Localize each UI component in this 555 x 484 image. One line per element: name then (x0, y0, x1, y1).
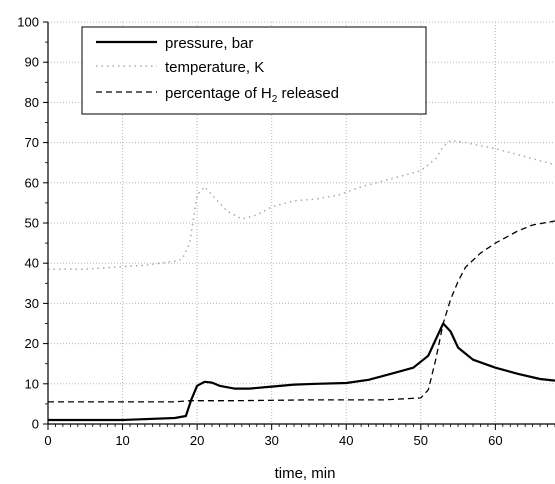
y-tick-label: 0 (32, 417, 39, 432)
legend-label-temperature: temperature, K (165, 59, 264, 76)
y-tick-label: 90 (25, 55, 39, 70)
y-tick-label: 70 (25, 135, 39, 150)
x-tick-label: 20 (190, 433, 204, 448)
legend-label-h2-prefix: percentage of H (165, 85, 272, 102)
legend-label-h2-suffix: released (277, 85, 339, 102)
legend-label-h2-subscript: 2 (272, 94, 278, 105)
x-tick-label: 50 (414, 433, 428, 448)
legend-label-h2: percentage of H2 released (165, 85, 339, 105)
legend-label-pressure: pressure, bar (165, 35, 253, 52)
series-line-h2-released (48, 220, 555, 403)
y-tick-label: 80 (25, 95, 39, 110)
x-tick-label: 30 (264, 433, 278, 448)
y-tick-label: 20 (25, 336, 39, 351)
x-tick-label: 60 (488, 433, 502, 448)
tick-labels: 0 10 20 30 40 50 60 0 10 20 30 40 50 60 70 80 90 100 (17, 15, 502, 449)
y-tick-label: 100 (17, 15, 39, 30)
y-tick-label: 50 (25, 216, 39, 231)
legend: pressure, bar temperature, K percentage … (81, 26, 427, 115)
series-line-pressure (48, 322, 555, 422)
x-axis-label: time, min (275, 465, 336, 482)
y-tick-label: 30 (25, 296, 39, 311)
x-tick-label: 40 (339, 433, 353, 448)
series-layer (48, 139, 555, 422)
y-tick-label: 10 (25, 376, 39, 391)
x-tick-label: 0 (44, 433, 51, 448)
y-tick-label: 60 (25, 175, 39, 190)
x-tick-label: 10 (115, 433, 129, 448)
ticks (43, 21, 555, 430)
series-line-temperature (48, 139, 555, 270)
y-tick-label: 40 (25, 256, 39, 271)
